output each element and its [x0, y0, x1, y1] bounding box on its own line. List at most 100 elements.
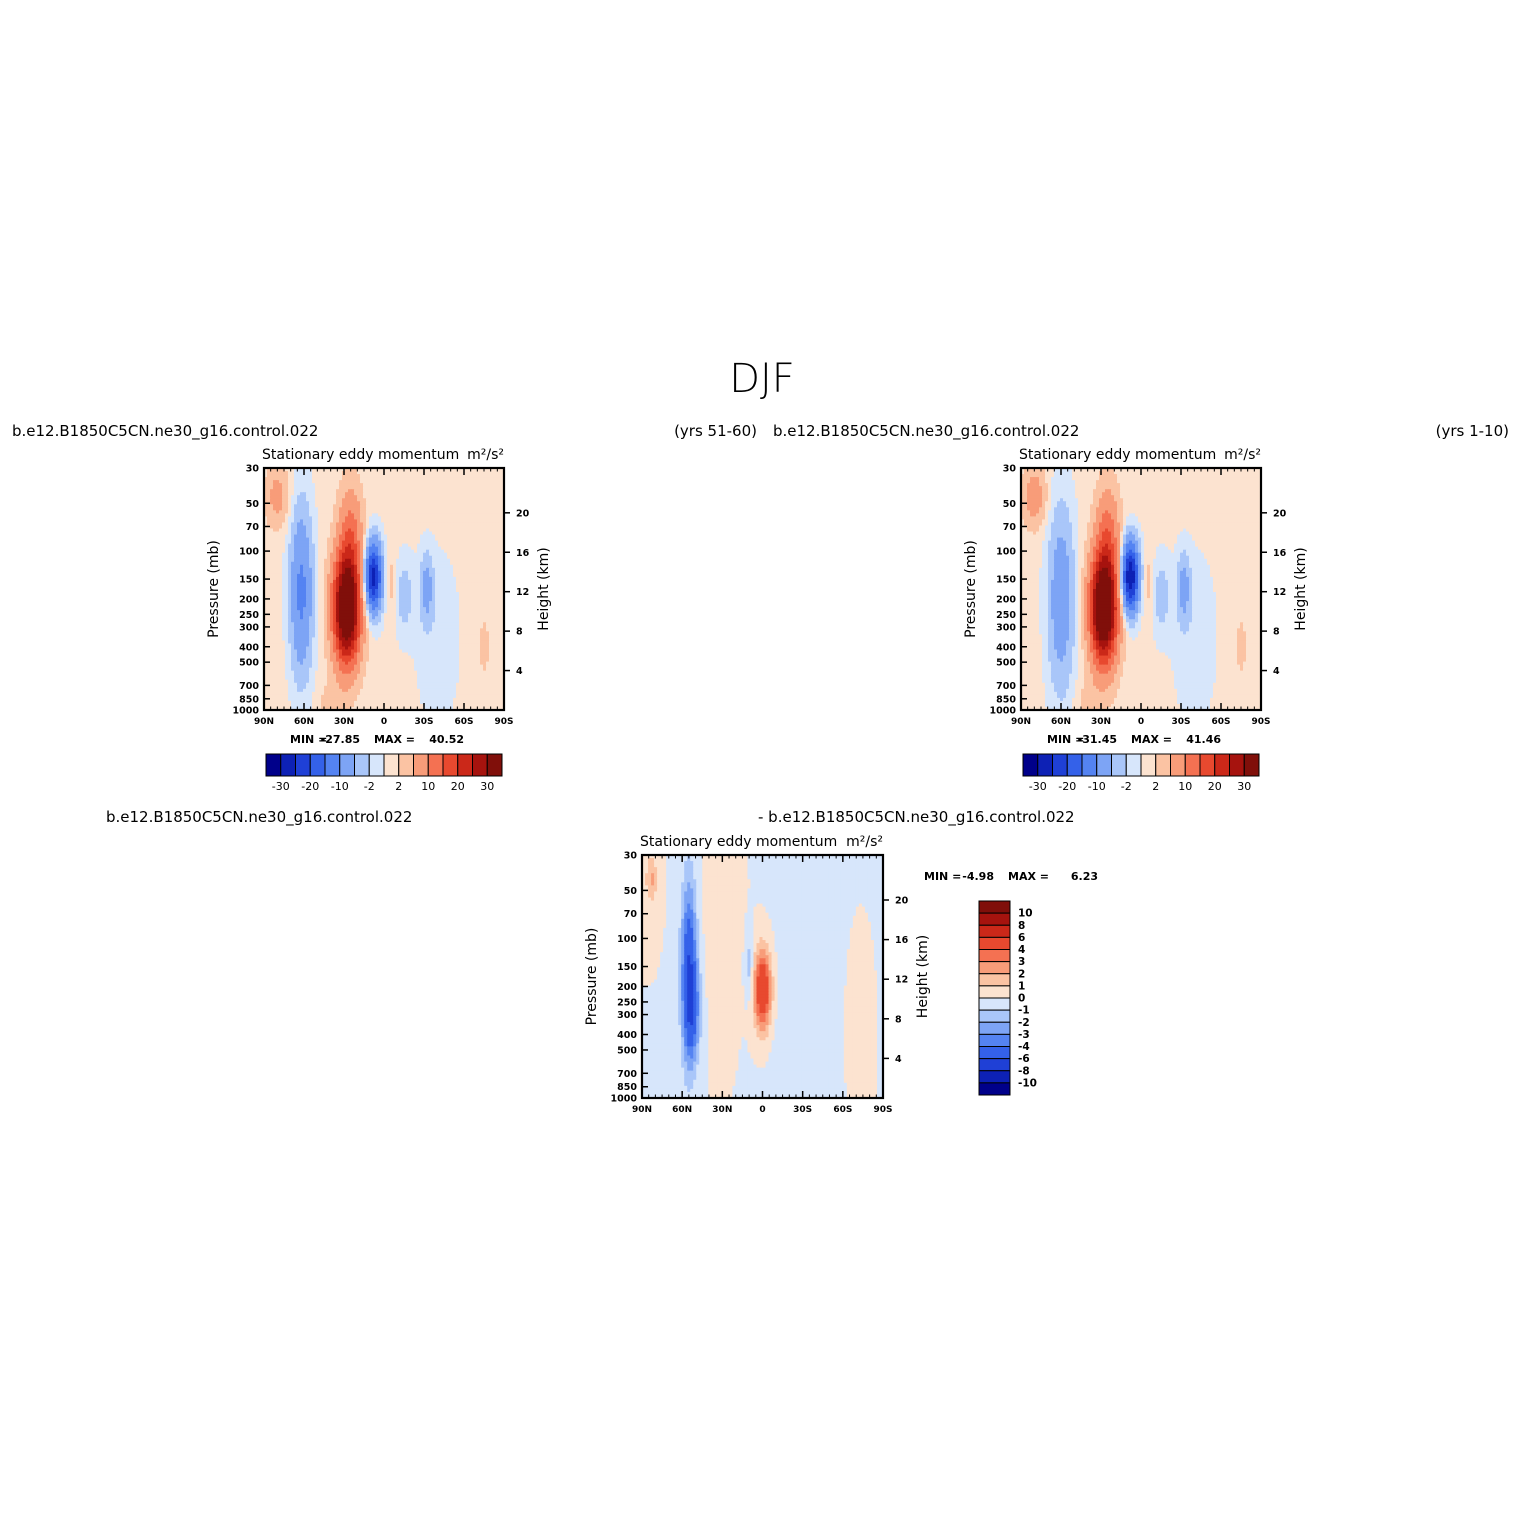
field-cell: [423, 595, 427, 599]
field-cell: [462, 549, 466, 554]
field-cell: [453, 543, 457, 548]
field-cell: [474, 573, 478, 578]
field-cell: [276, 640, 280, 645]
field-cell: [474, 567, 478, 572]
field-cell: [477, 549, 481, 554]
field-cell: [450, 631, 454, 635]
field-cell: [315, 619, 319, 623]
field-cell: [399, 489, 403, 493]
field-cell: [270, 616, 274, 620]
field-cell: [426, 631, 430, 635]
field-cell: [351, 655, 355, 660]
field-cell: [357, 489, 361, 493]
field-cell: [480, 552, 484, 557]
field-cell: [270, 492, 274, 496]
field-cell: [276, 579, 280, 584]
field-cell: [456, 576, 460, 581]
field-cell: [324, 570, 328, 575]
field-cell: [450, 573, 454, 578]
field-cell: [408, 561, 412, 566]
field-cell: [306, 573, 310, 578]
field-cell: [309, 582, 313, 587]
field-cell: [489, 492, 493, 496]
field-cell: [399, 540, 403, 545]
field-cell: [423, 601, 427, 605]
field-cell: [384, 534, 388, 539]
field-cell: [420, 585, 424, 590]
field-cell: [372, 555, 376, 560]
field-cell: [438, 628, 442, 632]
field-cell: [456, 513, 460, 518]
field-cell: [336, 489, 340, 493]
field-cell: [294, 564, 298, 569]
field-cell: [483, 531, 487, 536]
field-cell: [288, 522, 292, 527]
field-cell: [405, 607, 409, 611]
field-cell: [369, 555, 373, 560]
field-cell: [363, 525, 367, 530]
field-cell: [309, 573, 313, 578]
field-cell: [360, 598, 364, 602]
field-cell: [384, 546, 388, 551]
field-cell: [282, 471, 286, 475]
field-cell: [333, 567, 337, 572]
field-cell: [480, 522, 484, 527]
field-cell: [318, 646, 322, 651]
field-cell: [462, 582, 466, 587]
field-cell: [495, 610, 499, 614]
field-cell: [315, 480, 319, 484]
field-cell: [483, 546, 487, 551]
field-cell: [435, 549, 439, 554]
field-cell: [396, 628, 400, 632]
field-cell: [309, 589, 313, 593]
field-cell: [462, 531, 466, 536]
field-cell: [495, 543, 499, 548]
field-cell: [345, 477, 349, 481]
field-cell: [291, 601, 295, 605]
field-cell: [474, 634, 478, 639]
field-cell: [300, 552, 304, 557]
field-cell: [315, 643, 319, 648]
field-cell: [459, 589, 463, 593]
field-cell: [324, 495, 328, 499]
field-cell: [450, 592, 454, 596]
field-cell: [477, 585, 481, 590]
field-cell: [300, 652, 304, 657]
field-cell: [324, 585, 328, 590]
field-cell: [405, 477, 409, 481]
field-cell: [285, 513, 289, 518]
field-cell: [339, 607, 343, 611]
field-cell: [360, 579, 364, 584]
field-cell: [387, 507, 391, 511]
field-cell: [363, 652, 367, 657]
field-cell: [309, 570, 313, 575]
field-cell: [501, 543, 504, 548]
field-cell: [375, 634, 379, 639]
field-cell: [492, 525, 496, 530]
field-cell: [318, 525, 322, 530]
field-cell: [417, 582, 421, 587]
field-cell: [291, 585, 295, 590]
field-cell: [288, 643, 292, 648]
field-cell: [486, 555, 490, 560]
field-cell: [474, 561, 478, 566]
field-cell: [498, 561, 502, 566]
field-cell: [360, 537, 364, 542]
field-cell: [309, 543, 313, 548]
field-cell: [426, 525, 430, 530]
field-cell: [273, 652, 277, 657]
field-cell: [381, 576, 385, 581]
field-cell: [489, 613, 493, 617]
field-cell: [282, 616, 286, 620]
field-cell: [273, 646, 277, 651]
field-cell: [300, 634, 304, 639]
field-cell: [456, 631, 460, 635]
field-cell: [411, 504, 415, 508]
field-cell: [291, 516, 295, 521]
field-cell: [294, 567, 298, 572]
field-cell: [465, 534, 469, 539]
field-cell: [411, 631, 415, 635]
field-cell: [336, 507, 340, 511]
field-cell: [450, 519, 454, 524]
field-cell: [330, 528, 334, 533]
